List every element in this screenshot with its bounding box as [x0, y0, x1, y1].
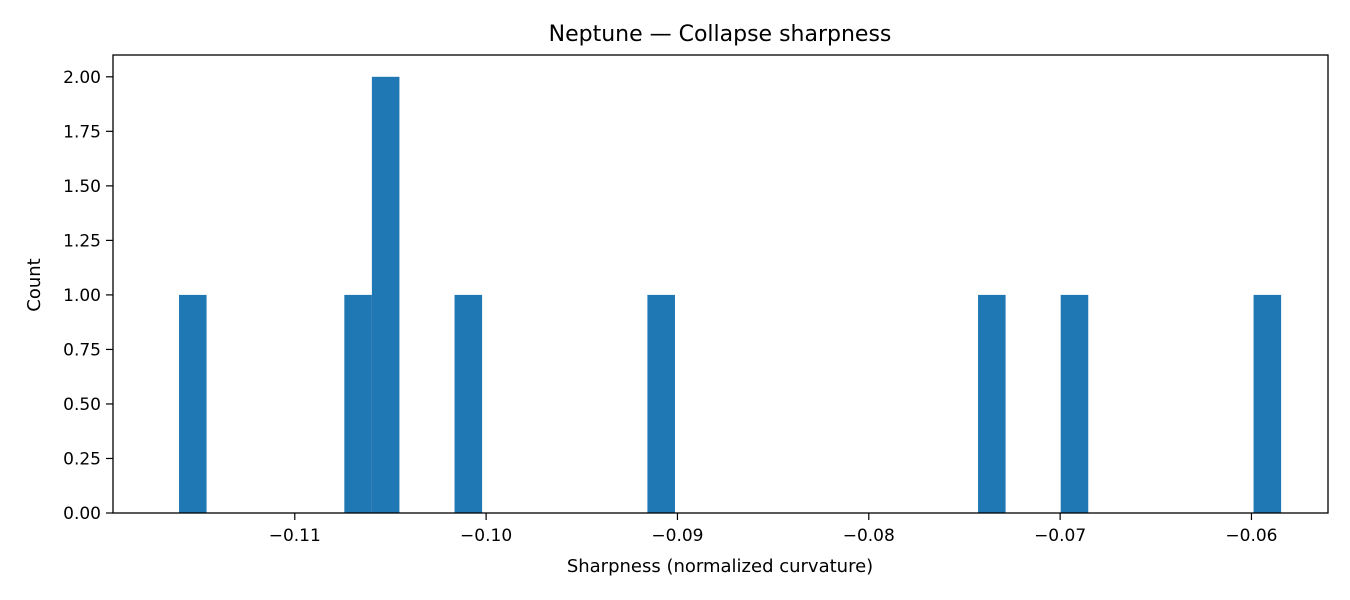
x-tick-label: −0.10 [460, 526, 512, 546]
histogram-bar [647, 294, 675, 513]
plot-frame [112, 54, 1329, 514]
chart-title: Neptune — Collapse sharpness [549, 22, 892, 47]
histogram-bar [1253, 294, 1282, 513]
histogram-bar [371, 76, 400, 513]
x-tick-label: −0.08 [843, 526, 895, 546]
y-tick-label: 1.25 [63, 231, 101, 251]
x-axis-label: Sharpness (normalized curvature) [567, 556, 873, 577]
x-axis-ticks: −0.11 −0.10 −0.09 −0.08 −0.07 −0.06 [269, 513, 1278, 546]
x-tick-label: −0.09 [651, 526, 703, 546]
histogram-bar [454, 294, 483, 513]
y-tick-label: 2.00 [63, 68, 101, 88]
histogram-bar [179, 294, 207, 513]
bars-group [179, 76, 1282, 513]
histogram-bar [978, 294, 1006, 513]
y-tick-label: 1.75 [63, 122, 101, 142]
y-tick-label: 1.00 [63, 286, 101, 306]
y-axis-label: Count [24, 258, 45, 311]
x-tick-label: −0.11 [269, 526, 321, 546]
y-tick-label: 0.50 [63, 395, 101, 415]
y-axis-ticks: 0.00 0.25 0.50 0.75 1.00 1.25 1.50 1.75 2.00 [63, 68, 113, 524]
histogram-bar [1060, 294, 1089, 513]
y-tick-label: 1.50 [63, 177, 101, 197]
x-tick-label: −0.07 [1034, 526, 1086, 546]
y-tick-label: 0.25 [63, 449, 101, 469]
x-tick-label: −0.06 [1225, 526, 1277, 546]
histogram-bar [344, 294, 372, 513]
y-tick-label: 0.00 [63, 504, 101, 524]
y-tick-label: 0.75 [63, 340, 101, 360]
